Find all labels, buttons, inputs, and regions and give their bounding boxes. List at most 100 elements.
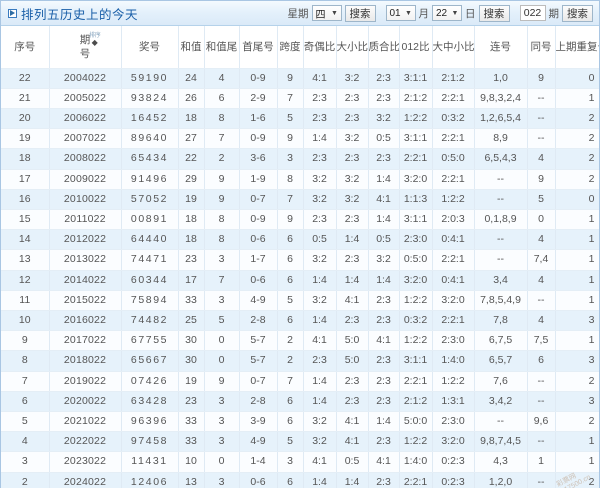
cell-10: 2:3:0 — [399, 229, 433, 251]
sort-indicator[interactable]: 排序 ◆ — [89, 33, 101, 47]
cell-10: 1:2:2 — [399, 290, 433, 311]
cell-0: 22 — [1, 68, 50, 89]
cell-11: 3:2:0 — [432, 431, 475, 453]
issue-search-button[interactable]: 搜索 — [562, 4, 593, 22]
cell-12: -- — [474, 189, 528, 210]
cell-8: 3:2 — [336, 68, 369, 89]
cell-2: 12406 — [121, 472, 179, 488]
cell-8: 4:1 — [336, 431, 369, 453]
header-row: 序号 期 号 排序 ◆ 奖号 和值 和值尾 首尾号 跨度 奇偶比 — [1, 26, 599, 69]
table-row: 21 2005022 93824 26 6 2-9 7 2:3 2:3 2:3 2:1:2 2:2:1… — [1, 88, 599, 109]
cell-5: 2-8 — [239, 391, 278, 412]
issue-filter-group: 022 期 搜索 — [519, 4, 593, 22]
cell-10: 2:2:1 — [399, 148, 433, 170]
cell-12: 1,2,0 — [474, 472, 528, 488]
cell-12: -- — [474, 249, 528, 271]
issue-label: 期 — [548, 7, 560, 20]
cell-7: 2:3 — [303, 350, 337, 372]
cell-6: 6 — [277, 229, 304, 251]
cell-3: 10 — [178, 451, 205, 473]
cell-7: 2:3 — [303, 209, 337, 231]
cell-9: 2:3 — [368, 88, 400, 109]
cell-14: 0 — [555, 68, 599, 89]
cell-8: 2:3 — [336, 371, 369, 392]
cell-7: 1:4 — [303, 310, 337, 332]
cell-12: 6,5,7 — [474, 350, 528, 372]
cell-12: 7,8,5,4,9 — [474, 290, 528, 311]
cell-11: 2:2:1 — [432, 249, 475, 271]
cell-9: 3:2 — [368, 108, 400, 130]
cell-1: 2023022 — [49, 451, 122, 473]
page-title: 排列五历史上的今天 — [21, 7, 139, 22]
col-header-same-number: 同号 — [527, 26, 556, 69]
cell-12: -- — [474, 229, 528, 251]
cell-6: 9 — [277, 68, 304, 89]
cell-4: 3 — [204, 249, 240, 271]
cell-3: 22 — [178, 148, 205, 170]
cell-10: 2:1:2 — [399, 391, 433, 412]
sort-arrow-icon: ◆ — [91, 38, 98, 47]
cell-13: -- — [527, 128, 556, 150]
cell-9: 1:4 — [368, 411, 400, 433]
col-header-big-mid-small-ratio: 大中小比 — [432, 26, 475, 69]
table-row: 3 2023022 11431 10 0 1-4 3 4:1 0:5 4:1 1:4:0 0:2:3 4… — [1, 451, 599, 473]
month-select[interactable]: 01 ▼ — [385, 5, 416, 21]
cell-5: 0-6 — [239, 270, 278, 291]
table-row: 11 2015022 75894 33 3 4-9 5 3:2 4:1 2:3 1:2:2 3:2:0… — [1, 290, 599, 311]
cell-0: 17 — [1, 169, 50, 190]
title-bar: 排列五历史上的今天 星期 四 ▼ 搜索 01 ▼ 月 22 ▼ — [1, 1, 599, 26]
date-search-button[interactable]: 搜索 — [478, 4, 510, 22]
cell-10: 1:1:3 — [399, 189, 433, 210]
cell-6: 3 — [277, 148, 304, 170]
table-row: 4 2022022 97458 33 3 4-9 5 3:2 4:1 2:3 1:2:2 3:2:0 9… — [1, 431, 599, 453]
cell-7: 4:1 — [303, 330, 337, 352]
cell-7: 3:2 — [303, 290, 337, 311]
cell-0: 6 — [1, 391, 50, 412]
cell-4: 0 — [204, 330, 240, 352]
cell-8: 2:3 — [336, 249, 369, 271]
cell-8: 4:1 — [336, 411, 369, 433]
cell-7: 4:1 — [303, 68, 337, 89]
cell-14: 1 — [555, 270, 599, 291]
cell-11: 2:2:1 — [432, 169, 475, 190]
col-header-consecutive: 连号 — [474, 26, 528, 69]
cell-14: 1 — [555, 88, 599, 109]
cell-13: 9 — [527, 68, 556, 89]
cell-3: 17 — [178, 270, 205, 291]
results-table-container: 序号 期 号 排序 ◆ 奖号 和值 和值尾 首尾号 跨度 奇偶比 — [1, 26, 599, 488]
cell-2: 60344 — [121, 270, 179, 291]
cell-5: 1-4 — [239, 451, 278, 473]
weekday-search-button[interactable]: 搜索 — [344, 4, 376, 22]
cell-3: 33 — [178, 411, 205, 433]
month-select-value: 01 — [389, 7, 401, 19]
cell-2: 74482 — [121, 310, 179, 332]
cell-3: 19 — [178, 189, 205, 210]
weekday-filter-group: 星期 四 ▼ 搜索 — [288, 4, 376, 22]
cell-14: 2 — [555, 169, 599, 190]
cell-1: 2005022 — [49, 88, 122, 109]
table-row: 5 2021022 96396 33 3 3-9 6 3:2 4:1 1:4 5:0:0 2:3:0-… — [1, 411, 599, 433]
cell-0: 16 — [1, 189, 50, 210]
cell-14: 1 — [555, 249, 599, 271]
issue-input[interactable]: 022 — [519, 5, 546, 21]
cell-1: 2017022 — [49, 330, 122, 352]
cell-1: 2013022 — [49, 249, 122, 271]
cell-1: 2006022 — [49, 108, 122, 130]
table-row: 15 2011022 00891 18 8 0-9 9 2:3 2:3 1:4 3:1:1 2:0:3… — [1, 209, 599, 231]
table-row: 10 2016022 74482 25 5 2-8 6 1:4 2:3 2:3 0:3:2 2:2:1… — [1, 310, 599, 332]
cell-14: 1 — [555, 431, 599, 453]
cell-2: 75894 — [121, 290, 179, 311]
cell-2: 07426 — [121, 371, 179, 392]
cell-8: 5:0 — [336, 330, 369, 352]
table-row: 13 2013022 74471 23 3 1-7 6 3:2 2:3 3:2 0:5:0 2:2:1… — [1, 249, 599, 271]
cell-1: 2021022 — [49, 411, 122, 433]
cell-14: 1 — [555, 330, 599, 352]
weekday-select[interactable]: 四 ▼ — [311, 5, 342, 21]
day-select[interactable]: 22 ▼ — [432, 5, 462, 21]
cell-12: -- — [474, 169, 528, 190]
col-header-issue[interactable]: 期 号 排序 ◆ — [49, 26, 122, 69]
cell-0: 8 — [1, 350, 50, 372]
cell-13: -- — [527, 371, 556, 392]
cell-12: 6,5,4,3 — [474, 148, 528, 170]
cell-10: 0:3:2 — [399, 310, 433, 332]
